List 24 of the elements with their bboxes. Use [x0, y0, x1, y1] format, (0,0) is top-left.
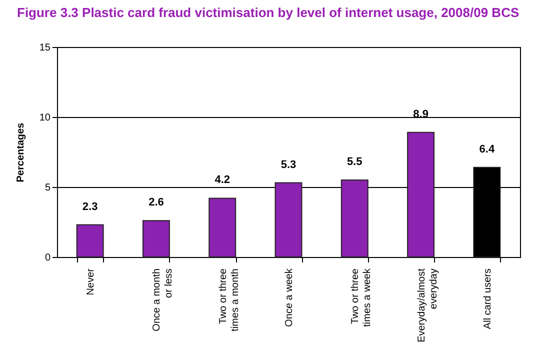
x-tick-label: Never	[86, 268, 97, 296]
data-label: 5.3	[280, 158, 296, 171]
y-tick-label: 5	[44, 182, 51, 194]
chart-title: Figure 3.3 Plastic card fraud victimisation by level of internet usage, 2008/09 BCS	[17, 5, 520, 20]
data-label: 2.6	[148, 196, 164, 209]
x-tick-label: Once a month or less	[152, 268, 175, 332]
bar	[76, 224, 104, 258]
x-tick-label: Once a week	[284, 268, 295, 327]
data-label: 4.2	[214, 174, 230, 186]
data-label: 6.4	[479, 143, 496, 156]
bar	[208, 198, 236, 258]
y-tick-label: 10	[39, 112, 51, 124]
bar	[142, 220, 170, 258]
x-tick-label: Two or three times a week	[350, 268, 374, 327]
x-tick-label: All card users	[482, 268, 494, 330]
x-tick-label: Everyday/almost everyday	[416, 268, 440, 342]
bar	[407, 132, 435, 258]
y-tick-label: 0	[44, 252, 51, 264]
bar	[340, 180, 368, 258]
data-label: 2.3	[82, 200, 98, 213]
bar	[274, 182, 302, 258]
y-axis-title: Percentages	[15, 122, 26, 182]
y-tick-label: 15	[39, 42, 51, 54]
data-label: 5.5	[346, 156, 362, 168]
